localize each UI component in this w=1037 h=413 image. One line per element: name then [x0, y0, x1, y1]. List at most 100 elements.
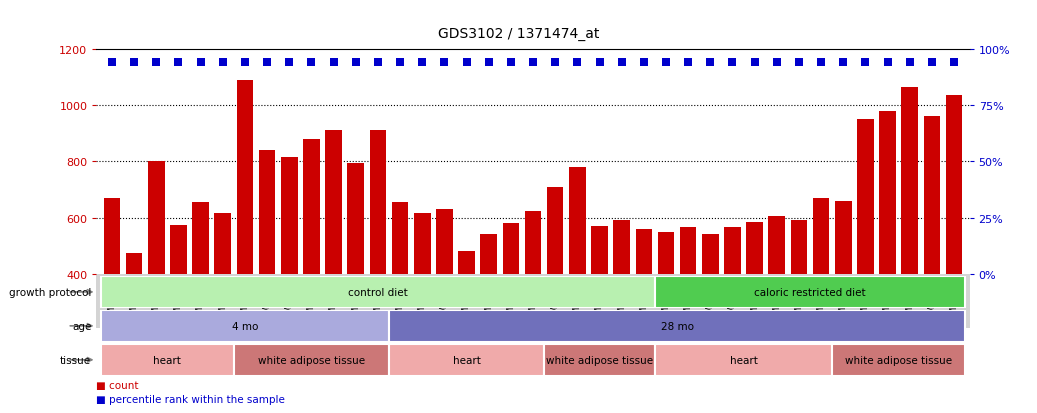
Bar: [125, 253, 142, 274]
Bar: [347, 163, 364, 274]
Point: [303, 60, 319, 66]
Text: control diet: control diet: [348, 287, 408, 297]
Bar: [858, 120, 874, 274]
Bar: [680, 228, 697, 274]
Text: white adipose tissue: white adipose tissue: [545, 355, 653, 365]
Text: 4 mo: 4 mo: [231, 321, 258, 331]
Text: growth protocol: growth protocol: [9, 287, 91, 297]
Bar: [636, 229, 652, 274]
Bar: [835, 201, 851, 274]
Text: tissue: tissue: [60, 355, 91, 365]
Point: [879, 60, 896, 66]
Point: [192, 60, 208, 66]
Bar: [389, 344, 544, 376]
Bar: [458, 252, 475, 274]
Bar: [790, 221, 807, 274]
Bar: [389, 310, 965, 342]
Point: [946, 60, 962, 66]
Text: GDS3102 / 1371474_at: GDS3102 / 1371474_at: [438, 27, 599, 41]
Point: [813, 60, 830, 66]
Bar: [591, 226, 608, 274]
Point: [392, 60, 409, 66]
Bar: [192, 203, 208, 274]
Bar: [326, 131, 342, 274]
Point: [569, 60, 586, 66]
Point: [858, 60, 874, 66]
Bar: [768, 217, 785, 274]
Bar: [613, 221, 629, 274]
Text: heart: heart: [153, 355, 181, 365]
Point: [790, 60, 807, 66]
Point: [281, 60, 298, 66]
Bar: [101, 344, 233, 376]
Point: [259, 60, 276, 66]
Point: [768, 60, 785, 66]
Bar: [101, 276, 655, 308]
Bar: [702, 235, 719, 274]
Bar: [437, 210, 453, 274]
Bar: [544, 344, 655, 376]
Bar: [259, 151, 276, 274]
Text: age: age: [72, 321, 91, 331]
Bar: [525, 211, 541, 274]
Bar: [747, 222, 763, 274]
Point: [702, 60, 719, 66]
Point: [680, 60, 697, 66]
Point: [724, 60, 740, 66]
Bar: [833, 344, 965, 376]
Point: [835, 60, 851, 66]
Point: [747, 60, 763, 66]
Bar: [946, 96, 962, 274]
Bar: [569, 168, 586, 274]
Bar: [414, 214, 430, 274]
Point: [503, 60, 520, 66]
Bar: [215, 214, 231, 274]
Point: [347, 60, 364, 66]
Point: [636, 60, 652, 66]
Point: [657, 60, 674, 66]
Point: [437, 60, 453, 66]
Bar: [480, 235, 497, 274]
Point: [215, 60, 231, 66]
Bar: [924, 117, 941, 274]
Bar: [236, 81, 253, 274]
Point: [591, 60, 608, 66]
Text: 28 mo: 28 mo: [661, 321, 694, 331]
Point: [546, 60, 563, 66]
Bar: [392, 203, 409, 274]
Point: [236, 60, 253, 66]
Point: [369, 60, 386, 66]
Text: heart: heart: [452, 355, 480, 365]
Text: white adipose tissue: white adipose tissue: [258, 355, 365, 365]
Bar: [303, 140, 319, 274]
Text: white adipose tissue: white adipose tissue: [845, 355, 952, 365]
Point: [125, 60, 142, 66]
Text: heart: heart: [730, 355, 757, 365]
Bar: [879, 112, 896, 274]
Bar: [655, 276, 965, 308]
Bar: [655, 344, 833, 376]
Text: caloric restricted diet: caloric restricted diet: [754, 287, 866, 297]
Point: [924, 60, 941, 66]
Point: [613, 60, 629, 66]
Point: [480, 60, 497, 66]
Point: [104, 60, 120, 66]
Bar: [503, 224, 520, 274]
Bar: [101, 310, 389, 342]
Text: ■ count: ■ count: [96, 380, 139, 390]
Text: ■ percentile rank within the sample: ■ percentile rank within the sample: [96, 394, 285, 404]
Bar: [657, 232, 674, 274]
Bar: [369, 131, 386, 274]
Bar: [724, 228, 740, 274]
Bar: [170, 225, 187, 274]
Bar: [281, 158, 298, 274]
Bar: [148, 162, 165, 274]
Bar: [104, 198, 120, 274]
Bar: [546, 187, 563, 274]
Bar: [233, 344, 389, 376]
Point: [525, 60, 541, 66]
Point: [458, 60, 475, 66]
Point: [414, 60, 430, 66]
Point: [170, 60, 187, 66]
Bar: [901, 88, 918, 274]
